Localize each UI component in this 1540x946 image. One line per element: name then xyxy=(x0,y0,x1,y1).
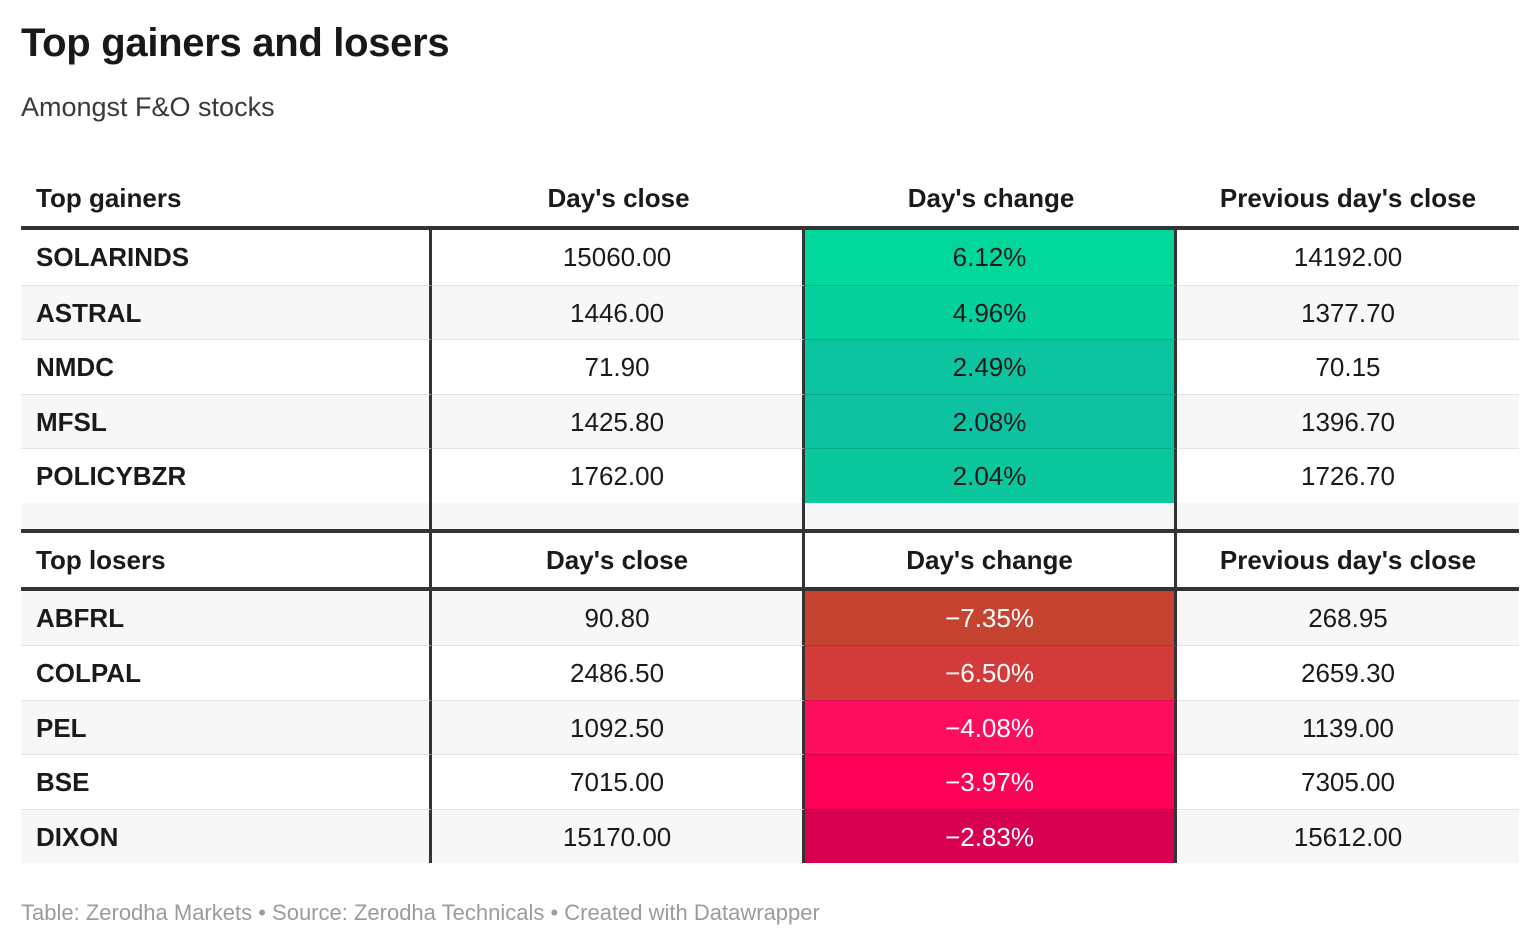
table-row: POLICYBZR 1762.00 2.04% 1726.70 xyxy=(21,448,1519,503)
days-close-cell: 1762.00 xyxy=(432,448,806,503)
gainers-table-body: SOLARINDS 15060.00 6.12% 14192.00 ASTRAL… xyxy=(21,230,1519,503)
days-close-cell: 2486.50 xyxy=(432,645,806,700)
prev-close-cell: 1726.70 xyxy=(1177,448,1519,503)
days-change-cell: −3.97% xyxy=(805,754,1177,809)
prev-close-cell: 2659.30 xyxy=(1177,645,1519,700)
days-close-cell: 15170.00 xyxy=(432,808,806,863)
table-row: DIXON 15170.00 −2.83% 15612.00 xyxy=(21,808,1519,864)
column-header-days-close: Day's close xyxy=(432,170,806,226)
column-header-days-change: Day's change xyxy=(805,170,1177,226)
gainers-header-row: Top gainers Day's close Day's change Pre… xyxy=(21,170,1519,230)
top-losers-table: Top losers Day's close Day's change Prev… xyxy=(21,528,1519,864)
days-change-cell: −4.08% xyxy=(805,699,1177,754)
symbol-cell: COLPAL xyxy=(21,645,433,700)
symbol-cell: BSE xyxy=(21,754,433,809)
prev-close-cell: 1377.70 xyxy=(1177,284,1519,340)
symbol-cell: MFSL xyxy=(21,393,433,448)
prev-close-cell: 15612.00 xyxy=(1177,808,1519,864)
column-header-top-gainers: Top gainers xyxy=(21,170,433,226)
table-row: ASTRAL 1446.00 4.96% 1377.70 xyxy=(21,284,1519,340)
table-row: SOLARINDS 15060.00 6.12% 14192.00 xyxy=(21,230,1519,285)
days-close-cell: 71.90 xyxy=(432,339,806,394)
table-spacer-row xyxy=(21,502,1519,529)
prev-close-cell: 7305.00 xyxy=(1177,754,1519,809)
table-row: MFSL 1425.80 2.08% 1396.70 xyxy=(21,393,1519,449)
symbol-cell: PEL xyxy=(21,699,433,754)
prev-close-cell: 268.95 xyxy=(1308,602,1388,633)
days-change-cell: 2.08% xyxy=(805,393,1177,448)
column-header-top-losers: Top losers xyxy=(21,532,433,587)
symbol-cell: ASTRAL xyxy=(21,284,433,339)
column-header-prev-close: Previous day's close xyxy=(1177,170,1519,226)
symbol-cell: NMDC xyxy=(21,339,433,394)
page-title: Top gainers and losers xyxy=(21,21,450,65)
prev-close-cell: 1396.70 xyxy=(1177,393,1519,449)
days-close-cell: 1425.80 xyxy=(432,393,806,448)
page-subtitle: Amongst F&O stocks xyxy=(21,92,275,122)
days-change-cell: −6.50% xyxy=(805,645,1177,700)
losers-header-row: Top losers Day's close Day's change Prev… xyxy=(21,528,1519,591)
table-row: ABFRL 90.80 −7.35% 268.95 xyxy=(21,590,1519,645)
days-close-cell: 90.80 xyxy=(432,590,806,645)
prev-close-cell: 1139.00 xyxy=(1177,699,1519,755)
column-header-prev-close: Previous day's close xyxy=(1177,532,1519,587)
symbol-cell: DIXON xyxy=(21,808,433,863)
days-change-cell: −7.35% xyxy=(805,590,1177,645)
days-change-cell: −2.83% xyxy=(805,808,1177,863)
days-close-cell: 15060.00 xyxy=(432,230,806,285)
days-change-cell: 4.96% xyxy=(805,284,1177,339)
days-change-cell: 2.49% xyxy=(805,339,1177,394)
losers-table-body: ABFRL 90.80 −7.35% 268.95 COLPAL 2486.50… xyxy=(21,590,1519,864)
days-close-cell: 1092.50 xyxy=(432,699,806,754)
days-change-cell: 2.04% xyxy=(805,448,1177,503)
days-close-cell: 1446.00 xyxy=(432,284,806,339)
tables-container: Top gainers Day's close Day's change Pre… xyxy=(21,170,1519,863)
table-row: COLPAL 2486.50 −6.50% 2659.30 xyxy=(21,645,1519,700)
table-row: NMDC 71.90 2.49% 70.15 xyxy=(21,339,1519,394)
days-close-cell: 7015.00 xyxy=(432,754,806,809)
symbol-cell: POLICYBZR xyxy=(21,448,433,503)
prev-close-cell: 70.15 xyxy=(1177,339,1519,394)
attribution-footer: Table: Zerodha Markets • Source: Zerodha… xyxy=(21,900,820,925)
top-gainers-table: Top gainers Day's close Day's change Pre… xyxy=(21,170,1519,529)
column-header-days-close: Day's close xyxy=(432,532,806,587)
days-change-cell: 6.12% xyxy=(805,230,1177,285)
symbol-cell: ABFRL xyxy=(21,590,433,645)
table-row: PEL 1092.50 −4.08% 1139.00 xyxy=(21,699,1519,755)
table-row: BSE 7015.00 −3.97% 7305.00 xyxy=(21,754,1519,809)
prev-close-cell: 14192.00 xyxy=(1293,242,1403,272)
symbol-cell: SOLARINDS xyxy=(21,230,433,285)
column-header-days-change: Day's change xyxy=(805,532,1177,587)
